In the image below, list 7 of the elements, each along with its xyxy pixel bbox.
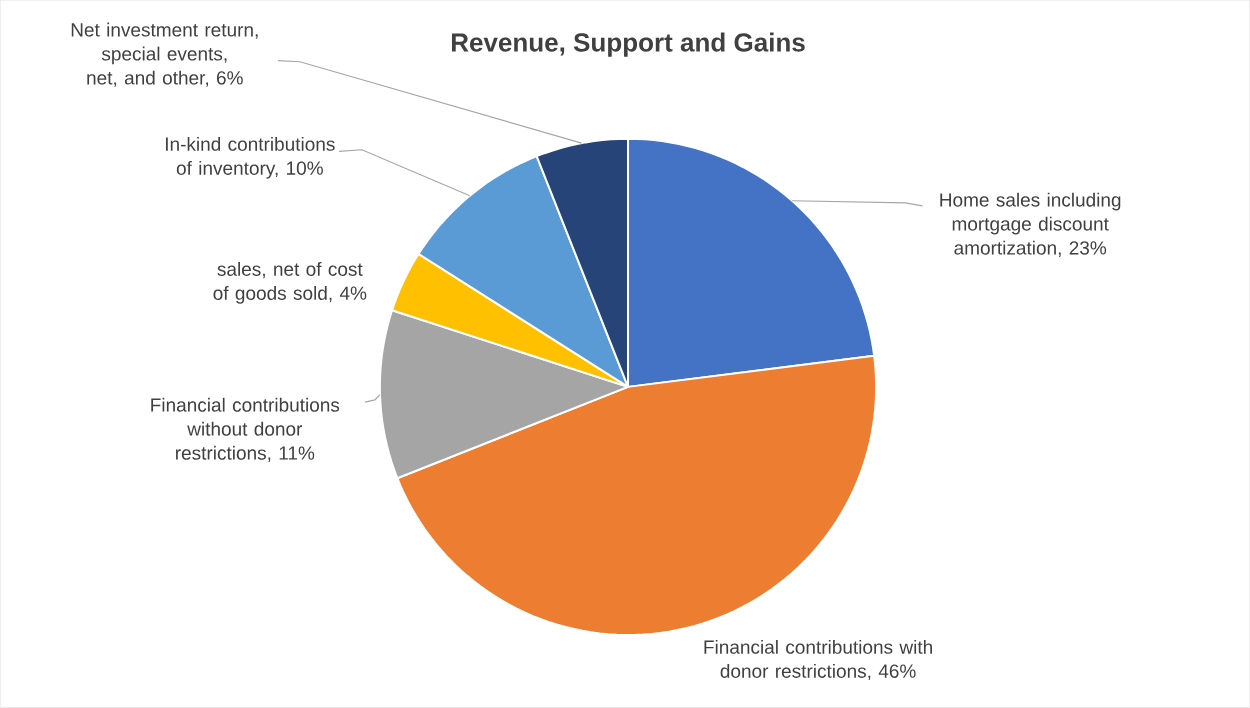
slice-label: In-kind contributions of inventory, 10% xyxy=(166,137,335,179)
slice-label: Financial contributions with donor restrictions, 46% xyxy=(704,640,932,681)
slice-label: Home sales including mortgage discount amortization, 23% xyxy=(940,192,1121,258)
legend-label: Financial contributions without donor restrictions, 11% xyxy=(151,397,340,463)
slice-label: sales, net of cost of goods sold, 4% xyxy=(213,262,367,304)
slice-label: Net investment return, special events, net, and other, 6% xyxy=(71,22,258,87)
chart-title: Revenue, Support and Gains xyxy=(451,32,805,57)
